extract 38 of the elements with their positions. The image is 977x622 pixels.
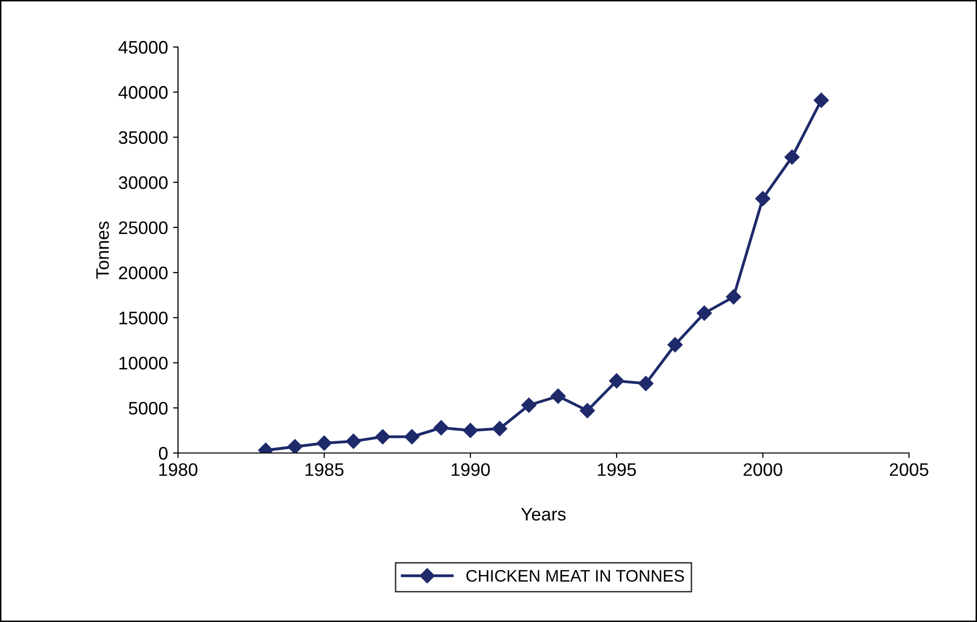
- point: [784, 150, 800, 165]
- point: [580, 403, 595, 418]
- x-tick-label: 2000: [744, 463, 782, 476]
- y-tick-label: 45000: [118, 40, 168, 54]
- y-tick-label: 20000: [118, 266, 168, 280]
- x-tick-label: 1985: [305, 463, 344, 476]
- y-tick-label: 25000: [118, 221, 168, 234]
- point: [668, 337, 683, 352]
- point: [550, 388, 566, 404]
- point: [287, 439, 303, 453]
- point: [375, 429, 390, 444]
- point: [346, 434, 362, 449]
- point: [696, 306, 712, 321]
- y-axis-title: Tonnes: [96, 222, 109, 279]
- point: [521, 398, 536, 413]
- point: [492, 421, 508, 436]
- x-tick-label: 1980: [159, 463, 198, 476]
- point: [609, 373, 624, 388]
- point: [726, 289, 742, 304]
- x-axis-title: Years: [521, 508, 566, 521]
- y-tick-label: 15000: [119, 312, 168, 324]
- y-tick-label: 40000: [118, 86, 168, 99]
- x-tick-label: 2005: [890, 463, 928, 476]
- point: [638, 376, 654, 392]
- point: [404, 429, 420, 444]
- point: [814, 92, 829, 108]
- x-tick-label: 1990: [452, 463, 490, 476]
- point: [434, 420, 449, 436]
- y-tick-label: 10000: [119, 356, 168, 370]
- point: [316, 436, 332, 451]
- y-tick-label: 30000: [118, 176, 168, 190]
- y-tick-label: 5000: [128, 402, 168, 415]
- x-tick-label: 1995: [598, 463, 636, 476]
- point: [462, 422, 478, 438]
- y-tick-label: 0: [158, 446, 168, 460]
- point: [755, 191, 770, 206]
- y-tick-label: 35000: [118, 131, 168, 144]
- legend-label: CHICKEN MEAT IN TONNES: [466, 570, 684, 582]
